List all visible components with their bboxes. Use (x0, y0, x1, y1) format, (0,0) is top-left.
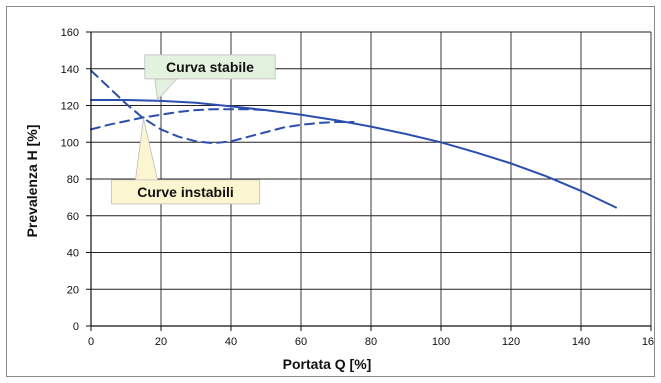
y-tick-label-0: 0 (73, 321, 79, 333)
y-tick-label-20: 20 (67, 284, 79, 296)
x-axis-title: Portata Q [%] (283, 356, 372, 372)
x-tick-label-160: 160 (642, 336, 654, 348)
y-axis-title: Prevalenza H [%] (24, 125, 40, 238)
y-tick-label-140: 140 (61, 64, 79, 76)
y-tick-label-160: 160 (61, 27, 79, 39)
x-tick-label-0: 0 (88, 336, 94, 348)
x-tick-label-140: 140 (572, 336, 590, 348)
pump-curve-chart: Curva stabile Curve instabili 0 20 40 60 80 10… (7, 7, 654, 376)
annotation-label-1: Curve instabili (137, 184, 233, 200)
x-tick-label-80: 80 (365, 336, 377, 348)
x-tick-label-40: 40 (225, 336, 237, 348)
y-tick-label-40: 40 (67, 248, 79, 260)
x-tick-label-60: 60 (295, 336, 307, 348)
x-tick-label-20: 20 (155, 336, 167, 348)
chart-background (7, 7, 654, 376)
chart-frame: Curva stabile Curve instabili 0 20 40 60 80 10… (6, 6, 655, 377)
y-tick-label-120: 120 (61, 101, 79, 113)
y-tick-label-60: 60 (67, 211, 79, 223)
y-tick-label-100: 100 (61, 137, 79, 149)
y-tick-label-80: 80 (67, 174, 79, 186)
annotation-label-0: Curva stabile (166, 59, 254, 75)
x-tick-label-100: 100 (432, 336, 450, 348)
x-tick-label-120: 120 (502, 336, 520, 348)
